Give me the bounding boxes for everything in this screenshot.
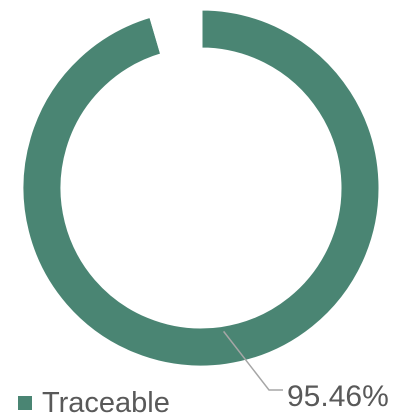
donut-slice-traceable: [20, 7, 382, 369]
donut-slice-remainder: [148, 7, 203, 57]
data-label-leader-line: [223, 330, 283, 391]
legend-swatch-traceable: [18, 396, 32, 410]
legend: Traceable: [18, 388, 170, 418]
donut-slices: [20, 7, 382, 369]
legend-label-traceable: Traceable: [42, 387, 170, 419]
data-label-traceable: 95.46%: [287, 380, 389, 413]
